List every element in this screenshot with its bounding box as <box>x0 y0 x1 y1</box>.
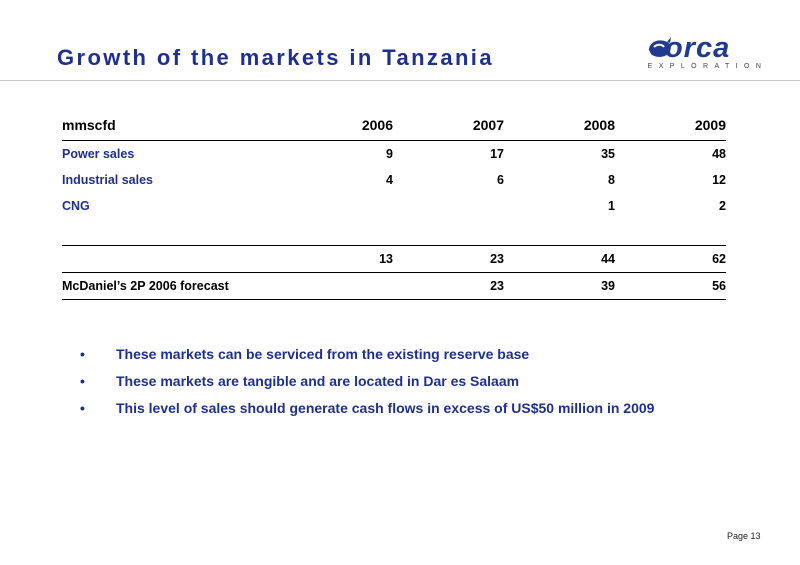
cell-value: 4 <box>386 173 393 187</box>
page-number: Page 13 <box>727 531 761 541</box>
cell-value: 62 <box>615 245 726 273</box>
bullet-text: These markets can be serviced from the e… <box>116 346 530 362</box>
table-spacer <box>62 219 726 246</box>
table-row-power-sales: Power sales 9 17 35 48 <box>62 141 726 168</box>
cell-value: 12 <box>712 173 726 187</box>
cell-value: 23 <box>393 245 504 273</box>
header-2006: 2006 <box>361 117 393 133</box>
cell-value: 6 <box>497 173 504 187</box>
bullet-glyph: • <box>80 400 85 416</box>
bullet-list: • These markets can be serviced from the… <box>80 343 654 424</box>
cell-value: 1 <box>608 199 615 213</box>
cell-value: 56 <box>615 272 726 300</box>
orca-logo: orca EXPLORATION <box>645 32 770 78</box>
row-label: Power sales <box>62 147 135 161</box>
table-row-total: 13 23 44 62 <box>62 245 726 273</box>
table-header-row: mmscfd 2006 2007 2008 2009 <box>62 110 726 141</box>
orca-whale-icon <box>649 37 671 57</box>
cell-value: 2 <box>719 199 726 213</box>
cell-value: 13 <box>282 245 393 273</box>
header-2007: 2007 <box>472 117 504 133</box>
header-2009: 2009 <box>694 117 726 133</box>
cell-value: 44 <box>504 245 615 273</box>
row-label: McDaniel’s 2P 2006 forecast <box>62 272 282 300</box>
cell-value: 8 <box>608 173 615 187</box>
list-item: • This level of sales should generate ca… <box>80 397 654 424</box>
row-label: Industrial sales <box>62 173 154 187</box>
header-unit: mmscfd <box>62 117 116 133</box>
cell-value <box>282 193 393 219</box>
cell-value: 17 <box>490 147 504 161</box>
header-2008: 2008 <box>583 117 615 133</box>
table-row-cng: CNG 1 2 <box>62 193 726 219</box>
cell-value <box>282 272 393 300</box>
cell-value: 48 <box>712 147 726 161</box>
page-title: Growth of the markets in Tanzania <box>57 45 494 70</box>
list-item: • These markets can be serviced from the… <box>80 343 654 370</box>
table-row-forecast: McDaniel’s 2P 2006 forecast 23 39 56 <box>62 272 726 300</box>
bullet-text: These markets are tangible and are locat… <box>116 373 520 389</box>
row-label: CNG <box>62 199 90 213</box>
title-divider <box>0 80 800 81</box>
cell-value: 23 <box>393 272 504 300</box>
bullet-text: This level of sales should generate cash… <box>116 400 655 416</box>
logo-subtitle: EXPLORATION <box>647 63 768 70</box>
bullet-glyph: • <box>80 373 85 389</box>
cell-value: 9 <box>386 147 393 161</box>
table-row-industrial-sales: Industrial sales 4 6 8 12 <box>62 167 726 193</box>
bullet-glyph: • <box>80 346 85 362</box>
cell-value: 39 <box>504 272 615 300</box>
logo-wordmark: orca <box>665 32 731 64</box>
list-item: • These markets are tangible and are loc… <box>80 370 654 397</box>
cell-value <box>393 193 504 219</box>
row-label <box>62 245 282 273</box>
markets-table: mmscfd 2006 2007 2008 2009 Power sales 9… <box>62 110 726 300</box>
cell-value: 35 <box>601 147 615 161</box>
